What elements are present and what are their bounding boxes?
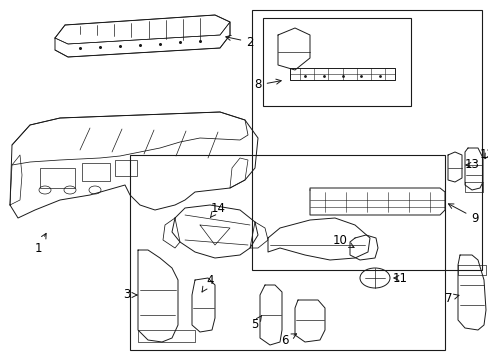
Text: 6: 6 (281, 333, 296, 346)
Text: 7: 7 (445, 292, 458, 305)
Text: 12: 12 (479, 148, 488, 162)
Bar (263, 18, 410, 106)
Text: 9: 9 (447, 204, 478, 225)
Bar (251, 10, 481, 270)
Bar (115, 160, 137, 176)
Text: 11: 11 (392, 271, 407, 284)
Text: 8: 8 (254, 78, 281, 91)
Text: 13: 13 (464, 158, 478, 171)
Bar (40, 168, 75, 188)
Text: 3: 3 (123, 288, 137, 302)
Text: 10: 10 (332, 234, 353, 247)
Text: 4: 4 (202, 274, 213, 292)
Text: 1: 1 (34, 233, 46, 255)
Text: 5: 5 (251, 316, 261, 332)
Text: 14: 14 (210, 202, 225, 217)
Bar (130, 155, 444, 350)
Text: 2: 2 (225, 35, 253, 49)
Bar (82, 163, 110, 181)
